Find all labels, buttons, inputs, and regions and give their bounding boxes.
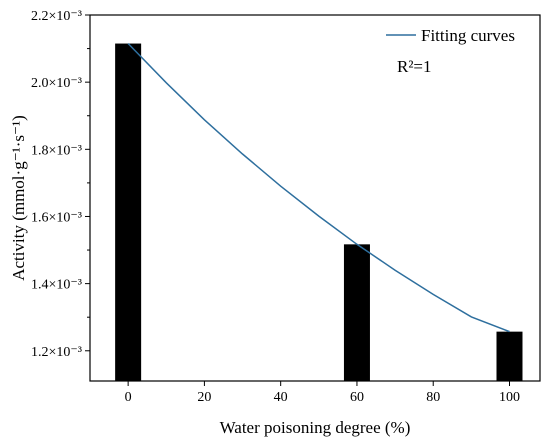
y-tick-label: 1.8×10⁻³ [31, 143, 82, 158]
legend: Fitting curves R²=1 [386, 26, 515, 76]
ticks-layer: 0 20 40 60 80 100 1.2×10⁻³ 1.4×10⁻³ 1.6×10⁻³ 1.8×… [31, 9, 520, 405]
bars-layer [115, 43, 523, 381]
x-axis-label: Water poisoning degree (%) [220, 418, 411, 437]
x-tick-label: 60 [350, 390, 364, 405]
x-tick-label: 20 [197, 390, 211, 405]
fit-layer [127, 42, 510, 333]
y-tick-label: 1.6×10⁻³ [31, 210, 82, 225]
x-tick-label: 80 [426, 390, 440, 405]
bar [343, 244, 370, 381]
r-squared-label: R²=1 [397, 57, 432, 76]
bar [115, 43, 142, 381]
y-tick-label: 1.2×10⁻³ [31, 345, 82, 360]
y-axis-label: Activity (mmol·g⁻¹·s⁻¹) [9, 115, 28, 281]
x-tick-label: 40 [274, 390, 288, 405]
fit-curve [127, 42, 510, 333]
bar [496, 331, 523, 381]
x-tick-label: 0 [125, 390, 132, 405]
legend-fit-label: Fitting curves [421, 26, 515, 45]
y-tick-label: 2.2×10⁻³ [31, 9, 82, 24]
x-tick-label: 100 [499, 390, 520, 405]
y-tick-label: 2.0×10⁻³ [31, 76, 82, 91]
plot-frame [89, 14, 541, 382]
y-tick-label: 1.4×10⁻³ [31, 278, 82, 293]
